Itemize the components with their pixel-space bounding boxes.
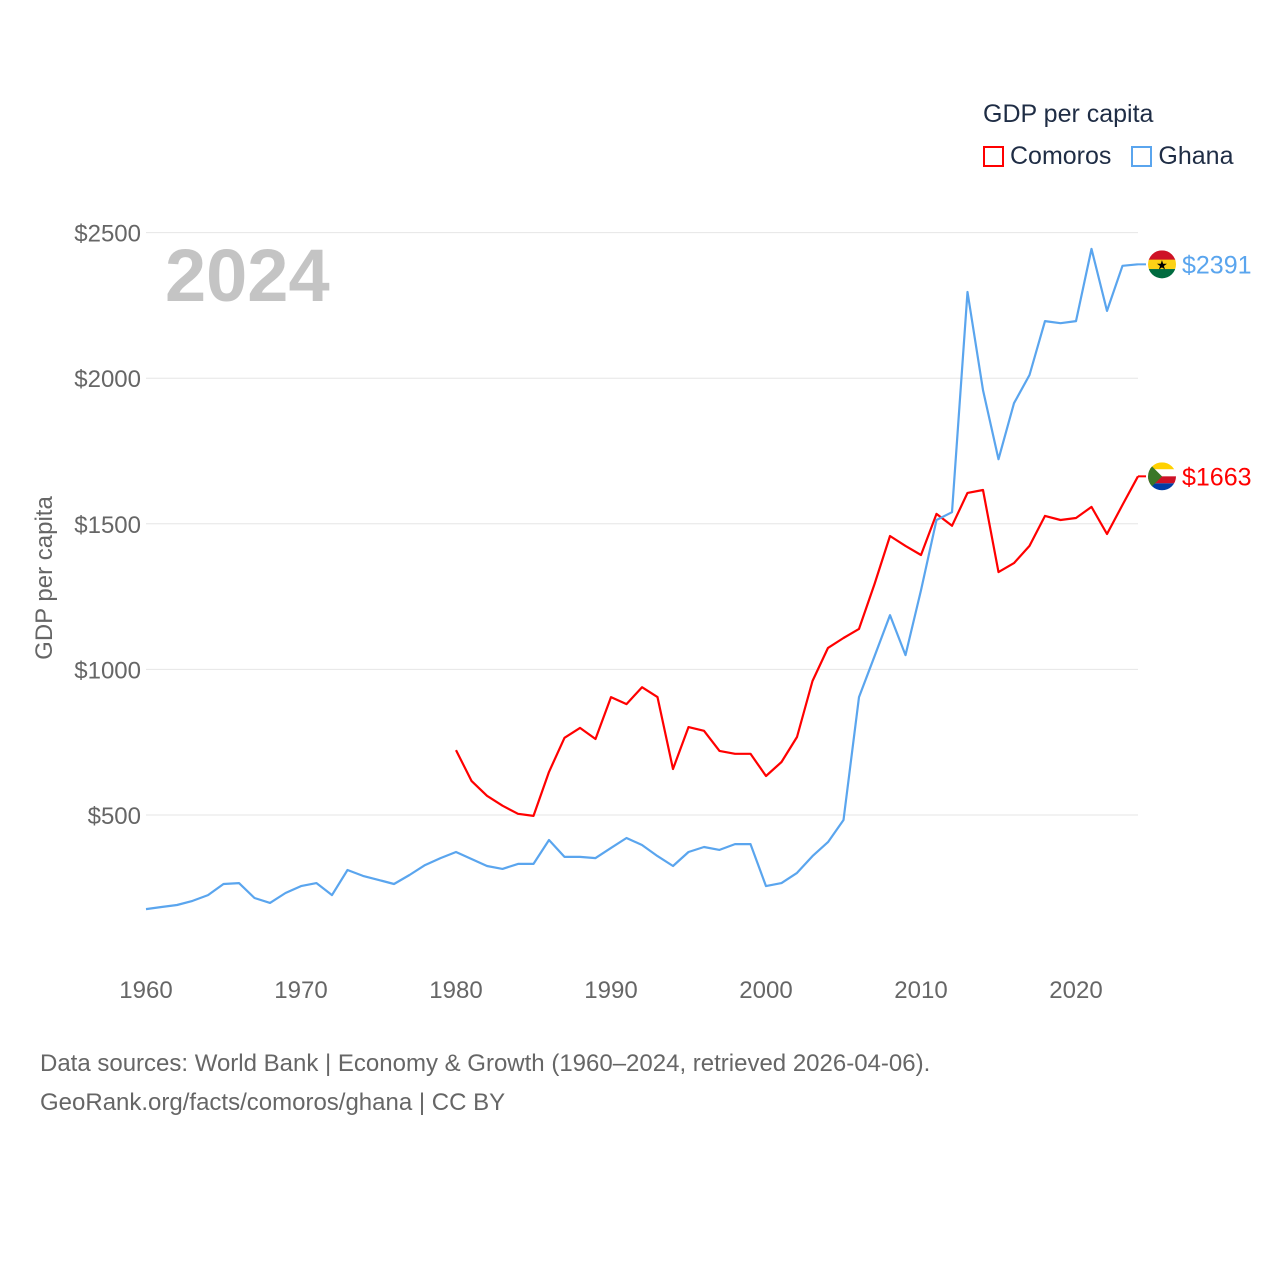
end-value-label-ghana: $2391 (1182, 251, 1252, 279)
legend-title: GDP per capita (983, 100, 1154, 128)
x-tick-label: 2010 (894, 977, 947, 1004)
data-sources-text: Data sources: World Bank | Economy & Gro… (40, 1050, 931, 1077)
x-tick-label: 1980 (429, 977, 482, 1004)
x-tick-label: 1960 (119, 977, 172, 1004)
comoros-flag-icon (1148, 462, 1176, 491)
footer: Data sources: World Bank | Economy & Gro… (40, 1044, 930, 1122)
end-value-label-comoros: $1663 (1182, 463, 1252, 491)
legend-swatch-ghana (1131, 146, 1153, 167)
y-axis-label: GDP per capita (31, 496, 58, 660)
series-line-comoros (455, 475, 1139, 818)
y-tick-label: $500 (88, 803, 141, 830)
year-label: 2024 (165, 234, 330, 317)
source-link[interactable]: GeoRank.org/facts/comoros/ghana | CC BY (40, 1089, 506, 1116)
x-tick-label: 2000 (739, 977, 792, 1004)
x-tick-label: 2020 (1049, 977, 1102, 1004)
legend-item-comoros[interactable]: Comoros (983, 142, 1111, 171)
legend-item-ghana[interactable]: Ghana (1131, 142, 1233, 171)
y-tick-label: $1500 (74, 512, 141, 539)
legend: Comoros Ghana (983, 142, 1233, 171)
series-line-ghana (145, 247, 1139, 911)
y-tick-label: $2000 (74, 366, 141, 393)
legend-swatch-comoros (983, 146, 1004, 167)
y-tick-label: $2500 (74, 221, 141, 248)
legend-label-comoros: Comoros (1010, 142, 1112, 170)
x-tick-label: 1990 (584, 977, 637, 1004)
y-tick-label: $1000 (74, 657, 141, 684)
x-tick-label: 1970 (274, 977, 327, 1004)
svg-text:★: ★ (1156, 257, 1168, 272)
legend-label-ghana: Ghana (1158, 142, 1234, 170)
ghana-flag-icon: ★ (1148, 250, 1176, 279)
